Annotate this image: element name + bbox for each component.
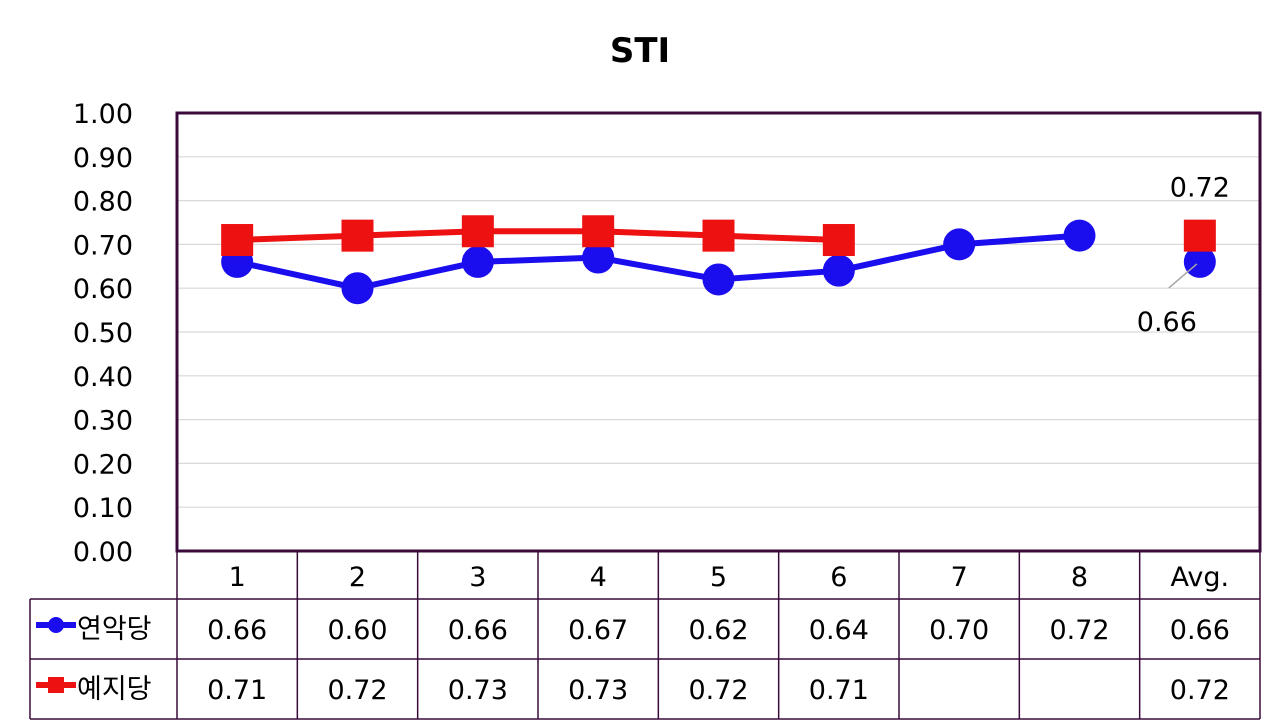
- table-cell-circle-3: 0.66: [448, 615, 508, 646]
- legend-key-circle: [48, 617, 64, 633]
- table-cell-circle-2: 0.60: [327, 615, 387, 646]
- y-tick-label: 0.80: [73, 187, 133, 218]
- series-name: 예지당: [77, 674, 152, 705]
- table-cell-circle-4: 0.67: [568, 615, 628, 646]
- x-tick-label: 8: [1071, 562, 1088, 593]
- point-circle-6: [822, 254, 855, 287]
- data-label-square-avg: 0.72: [1170, 173, 1230, 204]
- series-lines: [236, 228, 1080, 292]
- grid-lines: [177, 156, 1260, 508]
- y-tick-label: 0.10: [73, 493, 133, 524]
- leader-line: [1168, 263, 1198, 289]
- y-tick-label: 0.90: [73, 143, 133, 174]
- plot-area-border: [175, 111, 1262, 553]
- point-circle-5: [702, 263, 735, 296]
- table-cell-circle-8: 0.72: [1049, 615, 1109, 646]
- point-square-avg: [1183, 219, 1216, 252]
- x-tick-label: 5: [710, 562, 727, 593]
- x-tick-label: 4: [590, 562, 607, 593]
- table-cell-square-5: 0.72: [688, 675, 748, 706]
- table-cell-square-2: 0.72: [327, 675, 387, 706]
- y-tick-label: 1.00: [73, 99, 133, 130]
- point-circle-7: [943, 228, 976, 261]
- data-label-circle-avg: 0.66: [1137, 307, 1197, 338]
- y-tick-label: 0.20: [73, 449, 133, 480]
- table-cell-circle-7: 0.70: [929, 615, 989, 646]
- y-tick-label: 0.60: [73, 274, 133, 305]
- x-tick-label: Avg.: [1171, 562, 1230, 593]
- series-line-circle: [236, 232, 1080, 292]
- series-line-square: [237, 228, 839, 244]
- point-circle-3: [461, 245, 494, 278]
- point-circle-avg: [1183, 245, 1216, 278]
- plot-border: [175, 111, 1262, 553]
- table-cell-square-6: 0.71: [809, 675, 869, 706]
- table-cell-circle-avg: 0.66: [1170, 615, 1230, 646]
- y-axis-ticks: 0.00 0.10 0.20 0.30 0.40 0.50 0.60 0.70 0.80 0.90…: [73, 99, 133, 568]
- point-square-2: [341, 219, 374, 252]
- table-cell-square-1: 0.71: [207, 675, 267, 706]
- y-tick-label: 0.50: [73, 318, 133, 349]
- series-markers: [221, 215, 1216, 305]
- data-annotations: 0.72 0.66: [1137, 173, 1230, 338]
- point-circle-2: [341, 272, 374, 305]
- point-square-5: [702, 219, 735, 252]
- point-circle-4: [582, 241, 615, 274]
- table-cell-square-avg: 0.72: [1170, 675, 1230, 706]
- x-tick-label: 6: [830, 562, 847, 593]
- x-tick-label: 1: [229, 562, 246, 593]
- table-cell-circle-1: 0.66: [207, 615, 267, 646]
- data-table: 1 2 3 4 5 6 7 8 Avg. 연악당 0.66 0.60 0.66 0.67 0.62 0.64 0…: [29, 551, 1261, 720]
- x-tick-label: 7: [951, 562, 968, 593]
- x-tick-label: 2: [349, 562, 366, 593]
- point-square-4: [582, 215, 615, 248]
- legend-key-square: [48, 677, 64, 693]
- series-name: 연악당: [77, 614, 152, 645]
- table-cell-circle-5: 0.62: [688, 615, 748, 646]
- table-cell-circle-6: 0.64: [809, 615, 869, 646]
- point-square-6: [822, 224, 855, 257]
- table-cell-square-3: 0.73: [448, 675, 508, 706]
- point-square-1: [221, 224, 254, 257]
- point-square-3: [461, 215, 494, 248]
- x-tick-label: 3: [469, 562, 486, 593]
- y-tick-label: 0.30: [73, 406, 133, 437]
- table-cell-square-4: 0.73: [568, 675, 628, 706]
- y-tick-label: 0.40: [73, 362, 133, 393]
- chart-title: STI: [610, 31, 670, 71]
- y-tick-label: 0.70: [73, 230, 133, 261]
- point-circle-8: [1063, 219, 1096, 252]
- y-tick-label: 0.00: [73, 537, 133, 568]
